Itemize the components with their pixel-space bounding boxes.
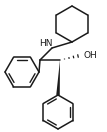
Text: HN: HN	[39, 39, 53, 48]
Polygon shape	[56, 60, 60, 95]
Text: OH: OH	[84, 51, 98, 60]
